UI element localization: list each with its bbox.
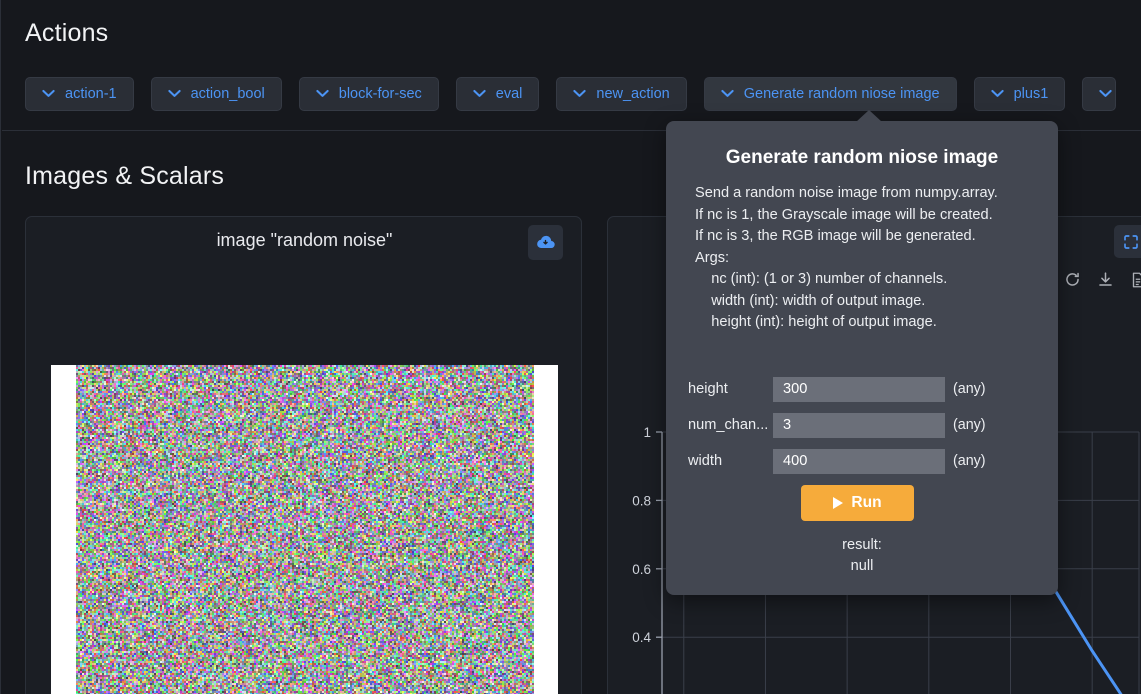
action-button-label: new_action: [596, 86, 669, 102]
result-value: null: [688, 556, 1036, 577]
field-label-height: height: [688, 381, 773, 397]
fullscreen-icon[interactable]: [1114, 225, 1141, 258]
refresh-icon[interactable]: [1063, 270, 1082, 294]
actions-section: Actions action-1 action_bool block-for-sec…: [1, 0, 1141, 131]
run-button-label: Run: [851, 494, 881, 512]
action-button-label: action-1: [65, 86, 117, 102]
action-button-action-bool[interactable]: action_bool: [151, 77, 282, 111]
popup-field-row: width (any): [688, 445, 1036, 477]
images-section-title: Images & Scalars: [25, 162, 224, 191]
chevron-down-icon: [42, 88, 55, 100]
field-type-hint: (any): [953, 453, 986, 469]
field-type-hint: (any): [953, 417, 986, 433]
y-tick-label: 0.8: [632, 493, 651, 508]
popup-title: Generate random niose image: [666, 147, 1058, 169]
action-button-block-for-sec[interactable]: block-for-sec: [299, 77, 439, 111]
random-noise-image: [76, 365, 534, 694]
image-card-header: image "random noise": [26, 217, 583, 269]
action-button-overflow[interactable]: [1082, 77, 1116, 111]
cloud-download-icon[interactable]: [528, 225, 563, 260]
popup-field-row: num_chan... (any): [688, 409, 1036, 441]
action-button-plus1[interactable]: plus1: [974, 77, 1066, 111]
y-tick-label: 0.6: [632, 562, 651, 577]
action-button-new-action[interactable]: new_action: [556, 77, 686, 111]
image-card-title: image "random noise": [26, 230, 583, 251]
download-icon[interactable]: [1096, 270, 1115, 294]
chevron-down-icon: [721, 88, 734, 100]
popup-description: Send a random noise image from numpy.arr…: [695, 183, 1045, 334]
chevron-down-icon: [991, 88, 1004, 100]
action-button-label: Generate random niose image: [744, 86, 940, 102]
field-input-num-chan-[interactable]: [773, 413, 945, 438]
image-viewport: [51, 365, 558, 694]
field-label-width: width: [688, 453, 773, 469]
y-tick-label: 1: [643, 425, 651, 440]
page-title: Actions: [25, 19, 108, 48]
chevron-down-icon: [473, 88, 486, 100]
field-input-width[interactable]: [773, 449, 945, 474]
result-label: result:: [688, 535, 1036, 556]
image-card: image "random noise" << < / 17 > >>: [25, 216, 582, 694]
chart-toolbar: [1063, 270, 1141, 294]
document-icon[interactable]: [1129, 271, 1141, 294]
app-root: Actions action-1 action_bool block-for-sec…: [0, 0, 1141, 694]
field-type-hint: (any): [953, 381, 986, 397]
action-button-label: action_bool: [191, 86, 265, 102]
action-button-label: block-for-sec: [339, 86, 422, 102]
action-button-label: eval: [496, 86, 523, 102]
chevron-down-icon: [168, 88, 181, 100]
action-popup: Generate random niose image Send a rando…: [666, 121, 1058, 595]
y-tick-label: 0.4: [632, 630, 651, 645]
run-button[interactable]: Run: [801, 485, 914, 521]
chevron-down-icon: [316, 88, 329, 100]
action-button-action-1[interactable]: action-1: [25, 77, 134, 111]
field-label-num-chan-: num_chan...: [688, 417, 773, 433]
action-button-list: action-1 action_bool block-for-sec eval new_…: [25, 77, 1116, 111]
play-icon: [833, 497, 843, 509]
popup-arrow: [856, 110, 882, 122]
chevron-down-icon: [573, 88, 586, 100]
popup-field-row: height (any): [688, 373, 1036, 405]
chevron-down-icon: [1099, 88, 1112, 100]
action-button-label: plus1: [1014, 86, 1049, 102]
popup-form: height (any) num_chan... (any) width (any) Run…: [688, 373, 1036, 577]
action-button-eval[interactable]: eval: [456, 77, 540, 111]
field-input-height[interactable]: [773, 377, 945, 402]
action-button-generate-random-niose-image[interactable]: Generate random niose image: [704, 77, 957, 111]
